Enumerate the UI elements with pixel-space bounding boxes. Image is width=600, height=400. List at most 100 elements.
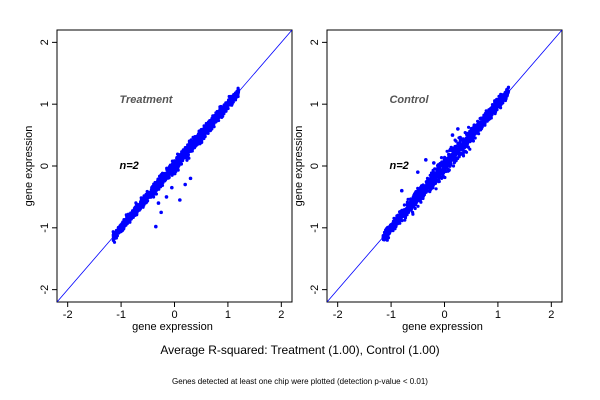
data-point (441, 171, 445, 175)
data-point (432, 181, 436, 185)
data-point (390, 224, 394, 228)
data-point (449, 156, 453, 160)
data-point (200, 131, 204, 135)
data-point (167, 171, 171, 175)
data-point (116, 231, 121, 235)
data-point (381, 236, 385, 240)
data-point (472, 123, 476, 128)
outlier-point (172, 171, 177, 176)
data-point (209, 125, 213, 129)
data-point (208, 129, 212, 133)
caption-main: Average R-squared: Treatment (1.00), Con… (160, 343, 440, 357)
data-point (170, 166, 174, 170)
data-point (460, 144, 464, 148)
data-point (459, 138, 463, 142)
outlier-point (175, 159, 179, 163)
data-point (208, 119, 212, 123)
y-tick-label: -1 (39, 223, 51, 233)
data-point (187, 146, 191, 151)
data-point (506, 85, 511, 89)
data-point (443, 175, 447, 180)
data-point (398, 210, 402, 214)
data-point (119, 230, 123, 234)
x-tick-label: 2 (278, 309, 284, 321)
y-tick-label: -2 (309, 285, 321, 295)
data-point (493, 110, 498, 114)
x-tick-label: -2 (63, 309, 73, 321)
data-point (193, 140, 197, 144)
data-point (456, 156, 460, 161)
data-point (419, 200, 423, 204)
data-point (461, 152, 465, 156)
y-tick-label: 0 (39, 163, 51, 169)
data-point (461, 141, 465, 146)
data-point (211, 122, 215, 126)
outlier-point (154, 224, 158, 229)
data-point (172, 159, 177, 163)
data-point (394, 224, 398, 228)
outlier-point (415, 170, 420, 174)
data-point (219, 115, 223, 119)
data-point (144, 199, 148, 203)
data-point (499, 92, 503, 96)
data-point (440, 160, 444, 164)
data-point (492, 103, 496, 108)
data-point (151, 184, 155, 189)
data-point (425, 186, 430, 190)
data-point (447, 152, 451, 156)
data-point (229, 96, 233, 100)
data-point (417, 196, 421, 201)
data-point (414, 200, 418, 204)
data-point (461, 148, 465, 152)
data-point (190, 144, 194, 148)
data-point (411, 210, 415, 214)
outlier-point (170, 185, 174, 190)
x-axis-title: gene expression (132, 321, 213, 333)
data-point (158, 177, 162, 181)
data-point (123, 222, 127, 226)
y-tick-label: 1 (309, 101, 321, 107)
data-point (137, 206, 141, 210)
outlier-point (156, 201, 161, 205)
data-point (491, 111, 495, 115)
outlier-point (188, 176, 193, 181)
data-point (212, 125, 216, 129)
data-point (152, 195, 156, 199)
data-point (164, 177, 168, 181)
data-point (141, 203, 145, 207)
outlier-point (148, 192, 153, 196)
data-point (383, 233, 387, 237)
data-point (428, 184, 432, 188)
data-point (409, 197, 413, 201)
data-point (225, 106, 229, 110)
data-point (399, 217, 403, 221)
data-point (479, 121, 483, 125)
data-point (425, 181, 429, 185)
outlier-point (164, 195, 169, 199)
data-point (217, 109, 221, 114)
data-point (467, 125, 471, 129)
data-point (452, 161, 456, 165)
data-point (194, 137, 198, 141)
data-point (197, 133, 201, 137)
outlier-point (405, 207, 409, 212)
data-point (456, 141, 460, 145)
x-axis-title: gene expression (402, 321, 483, 333)
data-point (464, 150, 469, 154)
data-point (487, 114, 491, 118)
data-point (402, 203, 406, 207)
data-point (422, 190, 426, 194)
data-point (444, 162, 448, 166)
data-point (447, 161, 451, 165)
data-point (443, 157, 447, 161)
data-point (453, 144, 457, 149)
y-tick-label: -1 (309, 223, 321, 233)
data-point (451, 164, 456, 168)
x-tick-label: 2 (548, 309, 554, 321)
data-point (470, 134, 474, 138)
data-point (433, 167, 437, 171)
data-point (489, 107, 493, 112)
data-point (116, 226, 120, 230)
data-point (440, 164, 444, 168)
